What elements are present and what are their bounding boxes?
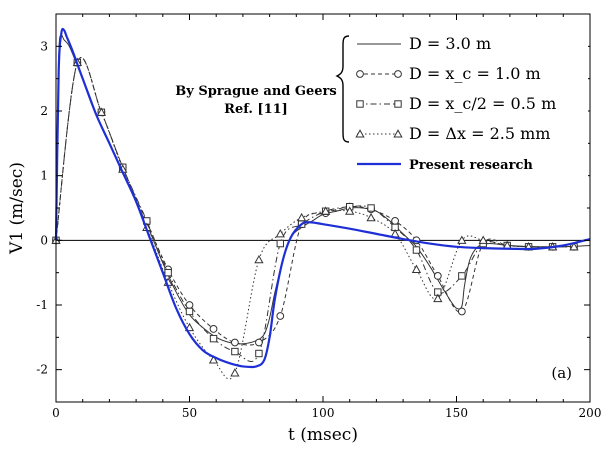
marker-circle bbox=[433, 272, 442, 280]
marker-circle bbox=[209, 325, 218, 333]
marker-triangle bbox=[411, 264, 422, 273]
x-axis-label: t (msec) bbox=[288, 425, 358, 445]
y-tick-label: 3 bbox=[40, 39, 48, 53]
marker-triangle bbox=[478, 235, 488, 244]
marker-triangle bbox=[296, 212, 307, 222]
annotation-line-2: Ref. [11] bbox=[224, 102, 288, 117]
x-tick-label: 100 bbox=[312, 406, 335, 420]
legend-brace bbox=[335, 35, 350, 143]
marker-circle bbox=[185, 301, 194, 309]
y-tick-label: -2 bbox=[36, 363, 48, 377]
marker-triangle bbox=[230, 368, 240, 377]
panel-label: (a) bbox=[551, 364, 572, 382]
legend-background bbox=[340, 30, 588, 196]
y-tick-label: 1 bbox=[40, 169, 48, 183]
legend-label: Present research bbox=[409, 158, 533, 173]
marker-square bbox=[458, 272, 466, 280]
marker-triangle bbox=[208, 355, 219, 364]
marker-triangle bbox=[433, 293, 443, 303]
marker-square bbox=[394, 100, 402, 108]
marker-circle bbox=[356, 70, 364, 78]
marker-circle bbox=[457, 307, 466, 316]
x-tick-label: 150 bbox=[445, 406, 468, 420]
marker-square bbox=[356, 100, 364, 108]
x-tick-label: 200 bbox=[579, 406, 601, 420]
x-tick-label: 50 bbox=[182, 406, 197, 420]
y-axis-label: V1 (m/sec) bbox=[7, 162, 27, 255]
marker-triangle bbox=[393, 129, 403, 138]
marker-triangle bbox=[366, 212, 376, 222]
y-tick-label: 2 bbox=[40, 104, 48, 118]
marker-square bbox=[412, 246, 421, 254]
marker-triangle bbox=[355, 129, 365, 138]
legend: D = 3.0 m D = x_c = 1.0 m D = x_c/2 = 0.5 … bbox=[335, 30, 588, 196]
marker-circle bbox=[230, 338, 239, 347]
marker-circle bbox=[276, 312, 285, 320]
marker-circle bbox=[391, 217, 399, 225]
marker-square bbox=[231, 347, 239, 356]
marker-square bbox=[209, 334, 218, 343]
marker-triangle bbox=[275, 229, 285, 238]
marker-triangle bbox=[345, 206, 355, 215]
marker-circle bbox=[255, 338, 263, 347]
marker-circle bbox=[394, 70, 402, 78]
marker-square bbox=[185, 307, 194, 316]
x-tick-label: 0 bbox=[52, 406, 60, 420]
series-layer bbox=[51, 27, 591, 380]
axes-layer: 0 50 100 150 200 -2 -1 0 1 2 3 bbox=[36, 13, 601, 420]
marker-triangle bbox=[457, 235, 467, 244]
series-present-research bbox=[54, 27, 591, 369]
y-tick-label: -1 bbox=[36, 298, 48, 312]
legend-label: D = Δx = 2.5 mm bbox=[409, 124, 550, 143]
marker-square bbox=[367, 204, 375, 212]
series-line bbox=[54, 27, 591, 369]
marker-square bbox=[164, 268, 172, 277]
y-tick-label: 0 bbox=[40, 233, 48, 247]
marker-triangle bbox=[569, 241, 579, 251]
marker-triangle bbox=[254, 254, 264, 264]
legend-label: D = 3.0 m bbox=[409, 34, 491, 53]
marker-triangle bbox=[321, 206, 331, 215]
legend-label: D = x_c/2 = 0.5 m bbox=[409, 94, 556, 113]
annotation-line-1: By Sprague and Geers bbox=[175, 84, 336, 99]
marker-square bbox=[255, 349, 263, 358]
marker-square bbox=[276, 239, 284, 248]
legend-label: D = x_c = 1.0 m bbox=[409, 64, 541, 83]
marker-triangle bbox=[96, 107, 107, 116]
